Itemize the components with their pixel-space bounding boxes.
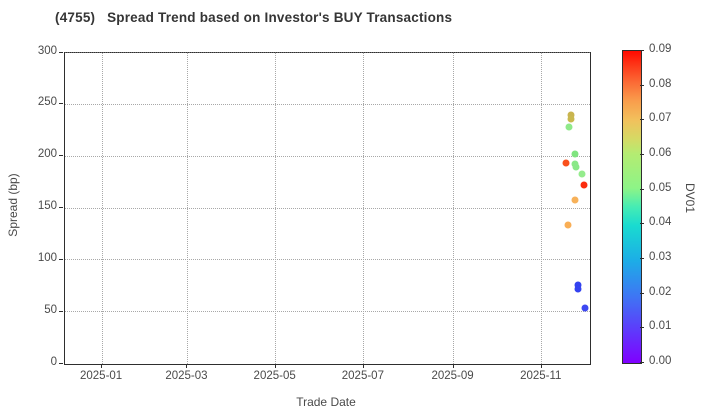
colorbar-tick-mark (640, 292, 644, 294)
y-tick-label: 150 (37, 200, 57, 212)
colorbar-tick-mark (640, 327, 644, 329)
x-tick-label: 2025-03 (165, 370, 208, 382)
chart-title: (4755) Spread Trend based on Investor's … (55, 10, 453, 25)
x-tick-label: 2025-05 (253, 370, 296, 382)
v-gridline (275, 52, 277, 364)
colorbar-tick-label: 0.07 (649, 112, 672, 125)
colorbar-tick-mark (640, 362, 644, 363)
x-tick-mark (101, 364, 103, 368)
x-tick-label: 2025-07 (341, 370, 384, 382)
v-gridline (541, 52, 543, 364)
x-tick-label: 2025-09 (431, 370, 474, 382)
scatter-point (571, 150, 579, 158)
scatter-point (574, 285, 582, 293)
y-tick-mark (59, 310, 63, 312)
colorbar-tick-label: 0.06 (649, 147, 672, 159)
colorbar-tick-mark (640, 223, 644, 225)
colorbar-tick-mark (640, 154, 644, 155)
y-tick-label: 300 (37, 44, 57, 57)
colorbar-label: DV01 (683, 183, 697, 214)
y-tick-mark (59, 207, 63, 208)
y-tick-label: 50 (44, 303, 57, 316)
x-tick-mark (452, 364, 454, 368)
y-tick-label: 0 (50, 355, 57, 368)
h-gridline (64, 103, 590, 105)
h-gridline (64, 259, 590, 261)
x-axis-label: Trade Date (296, 395, 356, 409)
colorbar-tick-label: 0.08 (649, 77, 672, 90)
x-tick-mark (362, 364, 364, 368)
colorbar-tick-label: 0.05 (649, 181, 672, 194)
y-tick-mark (59, 51, 63, 53)
scatter-point (572, 163, 580, 171)
colorbar-tick-mark (640, 188, 644, 190)
h-gridline (64, 311, 590, 313)
x-tick-mark (186, 364, 188, 368)
colorbar-tick-mark (640, 119, 644, 121)
x-tick-mark (540, 364, 542, 368)
colorbar-tick-label: 0.09 (649, 43, 672, 55)
v-gridline (453, 52, 455, 364)
y-tick-label: 100 (37, 251, 57, 264)
y-tick-mark (59, 258, 63, 260)
y-tick-label: 200 (37, 148, 57, 161)
colorbar-tick-label: 0.01 (649, 320, 672, 333)
y-tick-label: 250 (37, 96, 57, 109)
colorbar (622, 50, 642, 364)
scatter-point (564, 221, 572, 229)
colorbar-tick-label: 0.04 (649, 216, 672, 229)
y-tick-mark (59, 155, 63, 157)
v-gridline (186, 52, 188, 364)
scatter-point (571, 196, 579, 204)
x-tick-label: 2025-11 (520, 370, 562, 382)
v-gridline (363, 52, 365, 364)
colorbar-tick-label: 0.03 (649, 251, 672, 263)
scatter-point (580, 181, 588, 189)
v-gridline (101, 52, 103, 364)
h-gridline (64, 155, 590, 157)
y-tick-mark (59, 103, 63, 105)
colorbar-tick-mark (640, 50, 644, 51)
h-gridline-top (64, 51, 590, 53)
colorbar-tick-label: 0.00 (649, 355, 672, 367)
scatter-point (562, 159, 570, 167)
scatter-point (567, 115, 575, 123)
h-gridline (64, 207, 590, 209)
colorbar-tick-mark (640, 84, 644, 86)
plot-area (63, 51, 591, 365)
y-tick-mark (59, 362, 63, 364)
scatter-point (578, 170, 586, 178)
scatter-point (581, 304, 589, 312)
colorbar-tick-label: 0.02 (649, 285, 672, 298)
x-tick-mark (274, 364, 276, 368)
x-tick-label: 2025-01 (79, 370, 123, 382)
scatter-point (567, 111, 575, 119)
colorbar-tick-mark (640, 258, 644, 259)
scatter-point (574, 281, 582, 289)
scatter-point (565, 123, 573, 131)
